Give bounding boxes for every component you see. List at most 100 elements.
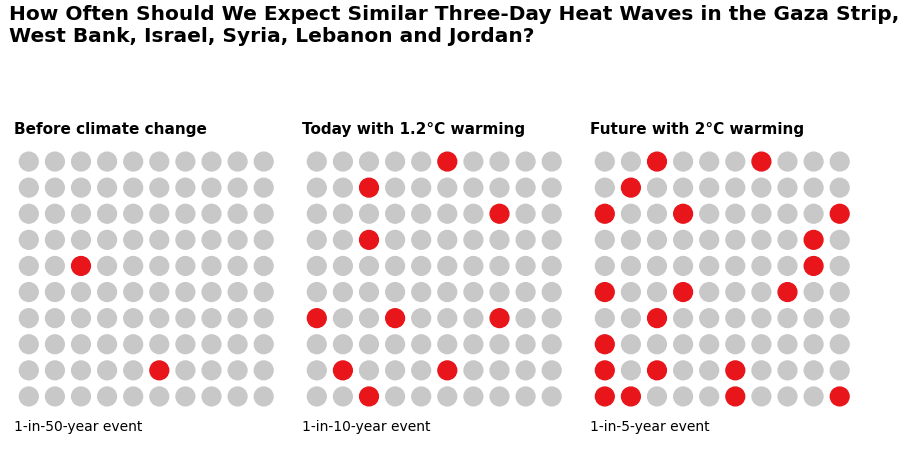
- Circle shape: [46, 178, 64, 197]
- Circle shape: [255, 152, 273, 171]
- Circle shape: [517, 178, 535, 197]
- Circle shape: [464, 204, 482, 223]
- Circle shape: [20, 256, 38, 275]
- Circle shape: [412, 387, 430, 406]
- Circle shape: [700, 256, 718, 275]
- Circle shape: [386, 361, 404, 380]
- Circle shape: [334, 387, 352, 406]
- Circle shape: [150, 256, 168, 275]
- Circle shape: [412, 178, 430, 197]
- Circle shape: [176, 335, 194, 354]
- Circle shape: [124, 152, 142, 171]
- Circle shape: [700, 152, 718, 171]
- Circle shape: [98, 256, 116, 275]
- Circle shape: [622, 256, 640, 275]
- Circle shape: [464, 256, 482, 275]
- Circle shape: [700, 335, 718, 354]
- Circle shape: [360, 152, 378, 171]
- Circle shape: [20, 152, 38, 171]
- Circle shape: [98, 230, 116, 249]
- Circle shape: [255, 387, 273, 406]
- Circle shape: [334, 230, 352, 249]
- Circle shape: [596, 283, 614, 302]
- Circle shape: [150, 283, 168, 302]
- Circle shape: [543, 230, 561, 249]
- Circle shape: [255, 283, 273, 302]
- Circle shape: [464, 309, 482, 328]
- Circle shape: [543, 283, 561, 302]
- Circle shape: [622, 152, 640, 171]
- Circle shape: [72, 152, 90, 171]
- Circle shape: [229, 204, 247, 223]
- Circle shape: [752, 178, 770, 197]
- Circle shape: [308, 230, 326, 249]
- Circle shape: [412, 309, 430, 328]
- Circle shape: [255, 204, 273, 223]
- Circle shape: [255, 256, 273, 275]
- Circle shape: [124, 361, 142, 380]
- Text: How Often Should We Expect Similar Three-Day Heat Waves in the Gaza Strip, the
W: How Often Should We Expect Similar Three…: [9, 4, 900, 45]
- Circle shape: [805, 204, 823, 223]
- Circle shape: [20, 387, 38, 406]
- Circle shape: [20, 204, 38, 223]
- Circle shape: [438, 283, 456, 302]
- Circle shape: [805, 335, 823, 354]
- Circle shape: [255, 178, 273, 197]
- Circle shape: [98, 335, 116, 354]
- Circle shape: [752, 387, 770, 406]
- Circle shape: [334, 283, 352, 302]
- Circle shape: [176, 387, 194, 406]
- Circle shape: [72, 256, 90, 275]
- Circle shape: [726, 256, 744, 275]
- Circle shape: [805, 361, 823, 380]
- Circle shape: [360, 256, 378, 275]
- Circle shape: [20, 230, 38, 249]
- Circle shape: [176, 361, 194, 380]
- Circle shape: [386, 230, 404, 249]
- Circle shape: [46, 309, 64, 328]
- Circle shape: [124, 256, 142, 275]
- Circle shape: [464, 335, 482, 354]
- Circle shape: [412, 152, 430, 171]
- Circle shape: [150, 152, 168, 171]
- Circle shape: [308, 178, 326, 197]
- Circle shape: [491, 309, 508, 328]
- Circle shape: [543, 152, 561, 171]
- Circle shape: [20, 283, 38, 302]
- Circle shape: [517, 204, 535, 223]
- Circle shape: [752, 335, 770, 354]
- Circle shape: [674, 283, 692, 302]
- Circle shape: [334, 361, 352, 380]
- Circle shape: [72, 283, 90, 302]
- Circle shape: [464, 283, 482, 302]
- Circle shape: [20, 178, 38, 197]
- Circle shape: [334, 335, 352, 354]
- Circle shape: [229, 309, 247, 328]
- Circle shape: [98, 387, 116, 406]
- Circle shape: [726, 204, 744, 223]
- Circle shape: [124, 204, 142, 223]
- Circle shape: [805, 178, 823, 197]
- Circle shape: [752, 204, 770, 223]
- Circle shape: [386, 387, 404, 406]
- Circle shape: [308, 361, 326, 380]
- Circle shape: [176, 309, 194, 328]
- Circle shape: [176, 152, 194, 171]
- Circle shape: [308, 204, 326, 223]
- Circle shape: [805, 309, 823, 328]
- Circle shape: [648, 204, 666, 223]
- Circle shape: [831, 283, 849, 302]
- Circle shape: [46, 204, 64, 223]
- Circle shape: [517, 283, 535, 302]
- Circle shape: [543, 178, 561, 197]
- Circle shape: [596, 230, 614, 249]
- Circle shape: [700, 178, 718, 197]
- Circle shape: [150, 230, 168, 249]
- Circle shape: [202, 361, 220, 380]
- Circle shape: [229, 230, 247, 249]
- Circle shape: [386, 256, 404, 275]
- Circle shape: [438, 387, 456, 406]
- Circle shape: [778, 204, 796, 223]
- Circle shape: [360, 309, 378, 328]
- Circle shape: [72, 335, 90, 354]
